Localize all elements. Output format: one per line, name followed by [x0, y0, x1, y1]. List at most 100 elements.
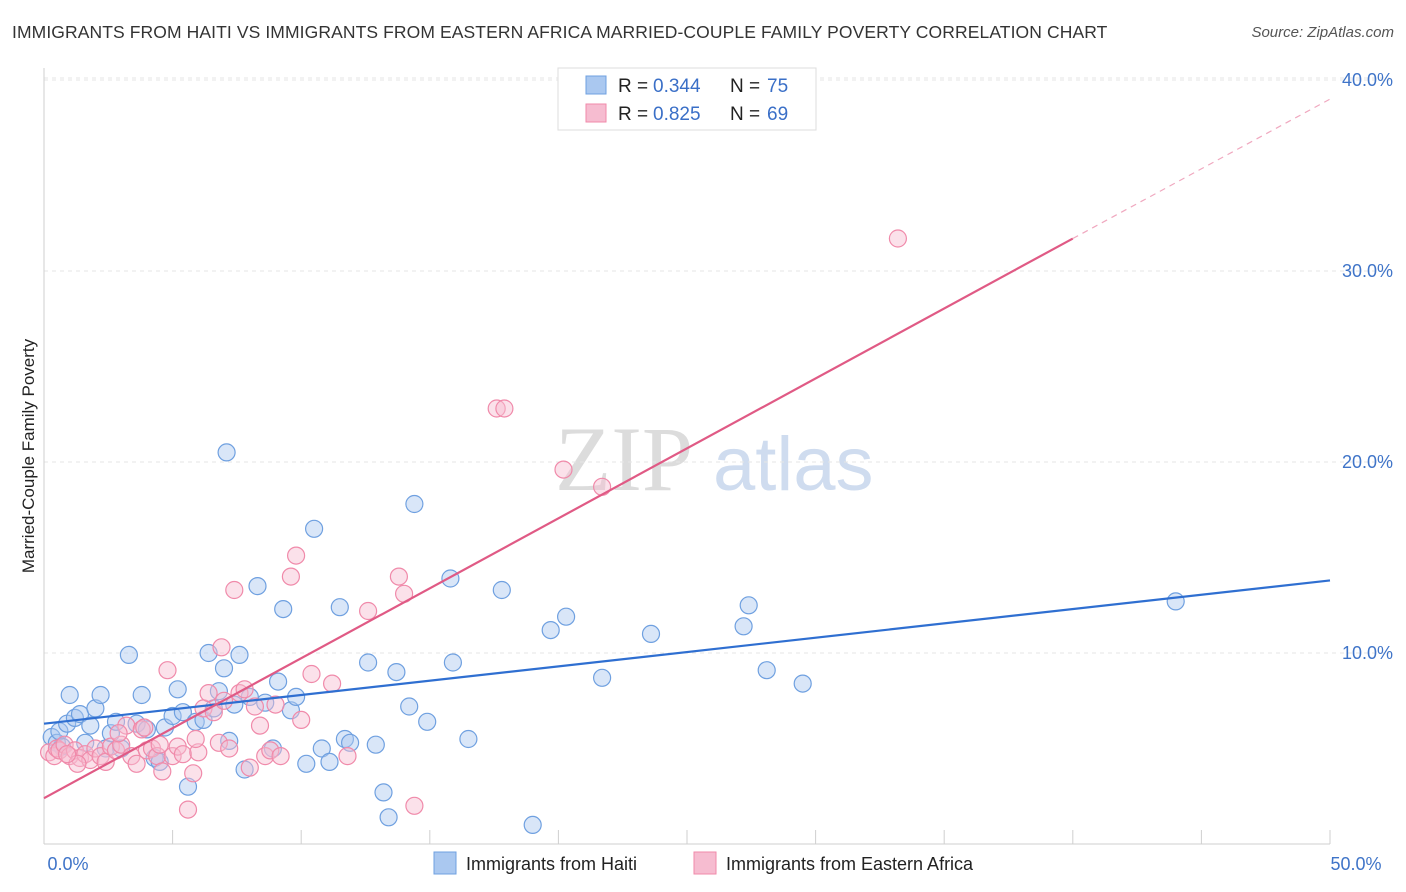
haiti-point-40 [263, 739, 282, 758]
eastern-africa-point-18 [127, 754, 146, 773]
haiti-point-72 [793, 674, 812, 693]
legend-r-label-haiti: R = [618, 76, 648, 97]
haiti-point-58 [405, 494, 424, 514]
haiti-point-48 [320, 752, 339, 772]
eastern-africa-point-58 [495, 399, 514, 418]
legend-swatch-eastern-africa [585, 103, 607, 123]
haiti-point-24 [168, 680, 187, 699]
y-tick-label-30: 30.0% [1342, 261, 1393, 281]
haiti-point-9 [81, 716, 100, 735]
eastern-africa-point-27 [173, 745, 192, 764]
haiti-point-14 [106, 712, 126, 731]
eastern-africa-point-24 [158, 661, 177, 680]
y-tick-label-40: 40.0% [1342, 70, 1393, 90]
haiti-point-54 [374, 783, 393, 802]
eastern-africa-point-52 [338, 746, 357, 766]
haiti-point-38 [248, 576, 267, 596]
trend-line-eastern-africa-extension [1072, 98, 1331, 240]
haiti-point-60 [441, 569, 460, 588]
legend-r-label-eastern-africa: R = [618, 104, 648, 125]
eastern-africa-point-64 [109, 724, 128, 743]
y-tick-labels: 10.0% 20.0% 30.0% 40.0% [1342, 70, 1393, 663]
trend-line-haiti [43, 579, 1331, 725]
haiti-point-26 [178, 777, 198, 796]
haiti-point-71 [757, 661, 776, 680]
haiti-point-47 [312, 739, 331, 758]
haiti-point-11 [91, 685, 110, 705]
haiti-point-45 [297, 754, 316, 773]
haiti-point-5 [60, 685, 79, 705]
haiti-point-16 [119, 645, 138, 665]
trend-line-eastern-africa [43, 237, 1074, 800]
eastern-africa-point-56 [405, 796, 424, 815]
eastern-africa-point-54 [389, 567, 408, 586]
eastern-africa-point-63 [135, 718, 154, 737]
haiti-point-32 [214, 659, 234, 678]
eastern-africa-point-61 [888, 229, 908, 248]
correlation-legend: R = 0.344 N = 75 R = 0.825 N = 69 [557, 67, 817, 131]
haiti-point-51 [341, 733, 360, 752]
legend-n-value-haiti: 75 [767, 76, 788, 97]
eastern-africa-point-19 [132, 720, 151, 739]
eastern-africa-point-45 [266, 695, 285, 714]
haiti-point-42 [274, 599, 293, 619]
eastern-africa-point-51 [323, 674, 342, 693]
haiti-point-55 [379, 808, 398, 827]
haiti-point-63 [492, 580, 511, 600]
bottom-legend-label-eastern-africa: Immigrants from Eastern Africa [726, 854, 974, 874]
haiti-point-64 [523, 815, 542, 835]
eastern-africa-point-8 [76, 745, 95, 764]
eastern-africa-point-40 [240, 758, 259, 777]
eastern-africa-point-50 [302, 664, 321, 684]
haiti-point-62 [459, 729, 478, 749]
haiti-point-23 [163, 706, 182, 726]
legend-n-label-haiti: N = [730, 76, 760, 97]
haiti-point-66 [556, 607, 576, 626]
eastern-africa-point-48 [287, 546, 306, 565]
source-credit: Source: ZipAtlas.com [1251, 24, 1394, 41]
y-axis-label: Married-Couple Family Poverty [19, 338, 38, 573]
haiti-point-41 [269, 672, 288, 691]
haiti-point-34 [225, 695, 244, 714]
legend-r-value-haiti: 0.344 [653, 76, 701, 97]
haiti-point-67 [592, 668, 612, 687]
gridlines [44, 77, 1390, 654]
eastern-africa-point-66 [57, 745, 77, 764]
eastern-africa-point-23 [153, 762, 172, 781]
eastern-africa-point-43 [256, 746, 275, 766]
eastern-africa-point-16 [117, 716, 136, 735]
x-tick-label-min: 0.0% [47, 854, 88, 874]
eastern-africa-point-32 [199, 683, 218, 703]
haiti-point-18 [132, 685, 151, 705]
trend-lines [43, 98, 1331, 800]
bottom-legend-swatch-haiti [433, 851, 457, 875]
eastern-africa-point-68 [186, 729, 205, 749]
eastern-africa-point-36 [220, 739, 239, 758]
eastern-africa-point-28 [178, 800, 198, 819]
y-tick-label-20: 20.0% [1342, 452, 1393, 472]
haiti-point-61 [443, 653, 462, 672]
eastern-africa-point-34 [209, 733, 228, 752]
eastern-africa-point-29 [184, 764, 203, 783]
eastern-africa-point-15 [112, 735, 131, 754]
haiti-point-46 [305, 519, 324, 538]
haiti-point-13 [101, 724, 121, 743]
eastern-africa-point-53 [359, 601, 378, 621]
legend-r-value-eastern-africa: 0.825 [653, 104, 701, 125]
watermark-atlas: atlas [713, 422, 874, 507]
haiti-point-70 [739, 596, 758, 615]
eastern-africa-point-30 [189, 743, 208, 762]
haiti-point-68 [641, 624, 661, 644]
haiti-point-74 [217, 443, 236, 462]
eastern-africa-point-41 [245, 697, 264, 716]
x-tick-label-max: 50.0% [1330, 854, 1381, 874]
bottom-legend-label-haiti: Immigrants from Haiti [466, 854, 637, 874]
y-tick-label-10: 10.0% [1342, 643, 1393, 663]
eastern-africa-point-62 [212, 638, 231, 657]
eastern-africa-point-42 [250, 716, 270, 735]
eastern-africa-point-46 [271, 746, 290, 766]
haiti-point-35 [230, 645, 249, 665]
haiti-point-65 [541, 620, 560, 640]
legend-swatch-haiti [585, 75, 607, 95]
